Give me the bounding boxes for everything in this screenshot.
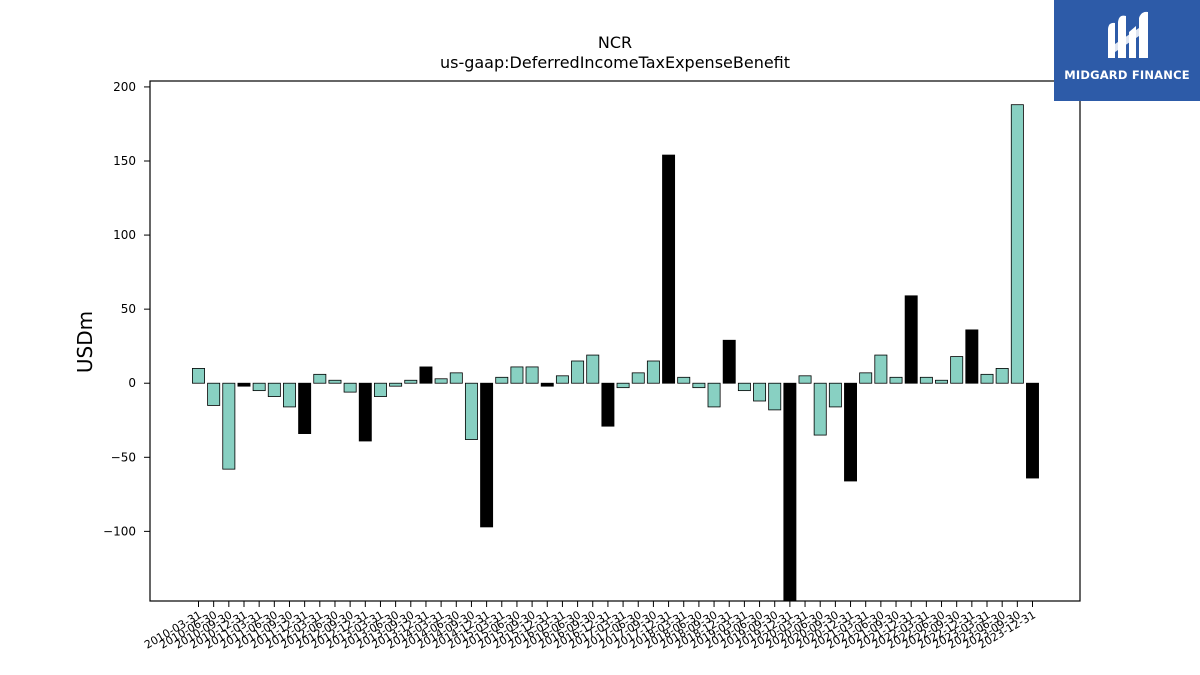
- bar-2022-06-30: [935, 379, 948, 384]
- x-axis: 2010-03-312010-06-302010-09-302010-12-31…: [142, 601, 1038, 652]
- bar-2018-12-31: [722, 339, 736, 384]
- bar-2010-03-31: [192, 368, 205, 384]
- bar-2013-06-30: [389, 382, 403, 387]
- bar-2022-09-30: [950, 356, 964, 384]
- bar-2020-09-30: [828, 382, 842, 408]
- bar-2021-09-30: [889, 376, 903, 384]
- bar-2021-03-31: [859, 372, 873, 384]
- bar-2014-12-31: [480, 382, 494, 528]
- bar-2016-12-31: [601, 382, 615, 427]
- bar-2015-06-30: [510, 366, 524, 384]
- bar-2012-09-30: [343, 382, 357, 393]
- midgard-logo-icon: [1108, 11, 1148, 59]
- bars-layer: [192, 104, 1039, 602]
- bar-2015-09-30: [525, 366, 539, 384]
- bar-2014-03-31: [434, 378, 448, 384]
- bar-2011-09-30: [283, 382, 296, 408]
- bar-2017-06-30: [631, 372, 645, 384]
- bar-2015-12-31: [540, 382, 554, 387]
- bar-2023-12-31: [1026, 382, 1039, 479]
- bar-2012-06-30: [328, 379, 342, 384]
- y-tick-label: −50: [111, 450, 136, 464]
- bar-2019-09-30: [768, 382, 782, 411]
- bar-2023-03-31: [980, 373, 994, 384]
- y-tick-label: −100: [103, 524, 136, 538]
- bar-2020-12-31: [844, 382, 857, 482]
- chart-title: NCR: [598, 33, 632, 52]
- logo-text: MIDGARD FINANCE: [1064, 68, 1190, 82]
- bar-2016-09-30: [586, 354, 600, 384]
- y-tick-label: 0: [128, 376, 136, 390]
- bar-2017-12-31: [662, 154, 676, 384]
- y-tick-label: 200: [113, 80, 136, 94]
- bar-2019-12-31: [783, 382, 797, 602]
- y-axis: −100 −50 0 50 100 150 200: [103, 80, 150, 538]
- bar-2021-06-30: [874, 354, 888, 384]
- y-tick-label: 150: [113, 154, 136, 168]
- bar-2013-09-30: [404, 379, 418, 384]
- bar-2014-09-30: [464, 382, 478, 440]
- bar-2015-03-31: [495, 376, 509, 384]
- bar-2018-09-30: [707, 382, 721, 408]
- chart-subtitle: us-gaap:DeferredIncomeTaxExpenseBenefit: [440, 53, 790, 72]
- bar-2010-06-30: [207, 382, 221, 406]
- bar-2019-06-30: [753, 382, 767, 402]
- bar-2023-06-30: [995, 368, 1009, 384]
- bar-2013-12-31: [419, 366, 433, 384]
- bar-2016-06-30: [571, 360, 585, 384]
- bar-2022-03-31: [919, 376, 933, 384]
- bar-2014-06-30: [449, 372, 463, 384]
- bar-2010-12-31: [237, 382, 251, 387]
- bar-2012-03-31: [313, 373, 327, 384]
- bar-2013-03-31: [373, 382, 387, 397]
- bar-2012-12-31: [358, 382, 372, 442]
- bar-2021-12-31: [904, 295, 918, 384]
- bar-2010-09-30: [222, 382, 236, 470]
- bar-2023-09-30: [1010, 104, 1024, 384]
- bar-2017-03-31: [616, 382, 630, 389]
- midgard-finance-logo: MIDGARD FINANCE: [1054, 0, 1200, 101]
- bar-2011-06-30: [267, 382, 281, 397]
- bar-2020-03-31: [798, 375, 812, 384]
- bar-2020-06-30: [813, 382, 827, 436]
- bar-2019-03-31: [737, 382, 751, 392]
- bar-2018-03-31: [677, 376, 691, 384]
- bar-2018-06-30: [692, 382, 706, 389]
- y-axis-label: USDm: [73, 311, 97, 373]
- bar-2011-03-31: [252, 382, 266, 392]
- y-tick-label: 100: [113, 228, 136, 242]
- bar-2017-09-30: [646, 360, 660, 384]
- y-tick-label: 50: [121, 302, 136, 316]
- plot-frame: [149, 80, 1081, 602]
- bar-2011-12-31: [298, 382, 312, 434]
- bar-2016-03-31: [555, 375, 569, 384]
- bar-2022-12-31: [965, 329, 979, 384]
